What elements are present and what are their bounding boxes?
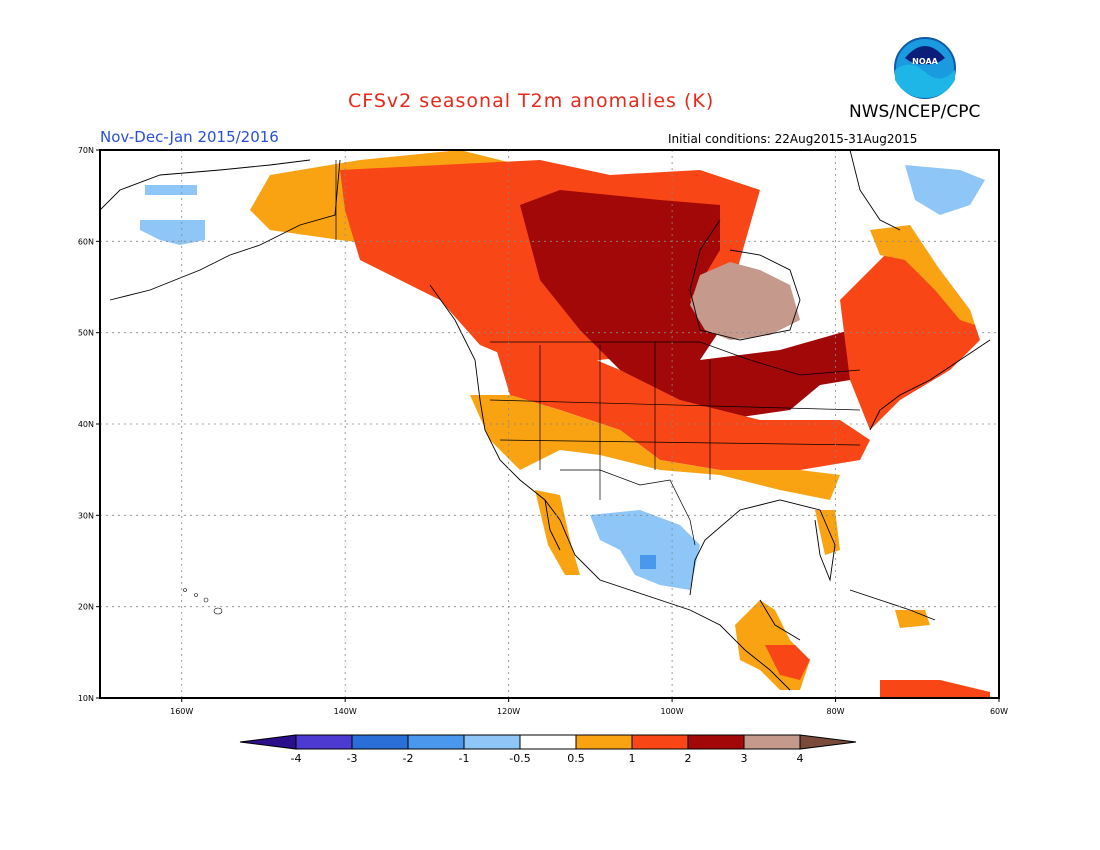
anomaly-fill — [140, 150, 990, 698]
lat-label: 60N — [78, 237, 94, 246]
coastlines — [100, 150, 991, 691]
lat-label: 50N — [78, 329, 94, 338]
colorbar-label: -0.5 — [509, 752, 530, 765]
longitude-labels: 160W 140W 120W 100W 80W 60W — [170, 698, 1008, 716]
lon-label: 100W — [660, 707, 683, 716]
lon-label: 120W — [497, 707, 520, 716]
lat-label: 40N — [78, 420, 94, 429]
agency-label: NWS/NCEP/CPC — [849, 102, 981, 122]
colorbar-label: -2 — [403, 752, 414, 765]
colorbar-swatch — [519, 734, 577, 750]
graticule — [100, 150, 999, 698]
colorbar-label: 2 — [685, 752, 692, 765]
latitude-labels: 70N 60N 50N 40N 30N 20N 10N — [78, 146, 100, 703]
map-title: CFSv2 seasonal T2m anomalies (K) — [348, 90, 715, 112]
colorbar-swatch — [463, 734, 521, 750]
colorbar-label: 0.5 — [567, 752, 585, 765]
lon-label: 160W — [170, 707, 193, 716]
colorbar-label: -1 — [459, 752, 470, 765]
lon-label: 140W — [334, 707, 357, 716]
colorbar-arrow-high — [799, 734, 857, 750]
colorbar-swatch — [631, 734, 689, 750]
lon-label: 60W — [990, 707, 1008, 716]
noaa-logo: NOAA — [894, 37, 956, 99]
lat-label: 70N — [78, 146, 94, 155]
colorbar-label: 4 — [797, 752, 804, 765]
colorbar-arrow-low — [239, 734, 297, 750]
colorbar-label: 3 — [741, 752, 748, 765]
colorbar-swatch — [743, 734, 801, 750]
colorbar-label: 1 — [629, 752, 636, 765]
colorbar: -4 -3 -2 -1 -0.5 0.5 1 2 3 4 — [239, 734, 857, 765]
colorbar-swatch — [295, 734, 353, 750]
lat-label: 30N — [78, 511, 94, 520]
initial-conditions: Initial conditions: 22Aug2015-31Aug2015 — [668, 132, 918, 146]
political-borders — [335, 160, 861, 546]
map-area — [100, 150, 991, 698]
colorbar-swatch — [407, 734, 465, 750]
colorbar-swatch — [351, 734, 409, 750]
colorbar-swatch — [575, 734, 633, 750]
colorbar-label: -3 — [347, 752, 358, 765]
forecast-period: Nov-Dec-Jan 2015/2016 — [100, 128, 279, 146]
hawaii-islands — [183, 588, 223, 615]
lat-label: 10N — [78, 694, 94, 703]
logo-text: NOAA — [912, 57, 938, 66]
lat-label: 20N — [78, 603, 94, 612]
lon-label: 80W — [826, 707, 844, 716]
colorbar-swatch — [687, 734, 745, 750]
colorbar-label: -4 — [291, 752, 302, 765]
